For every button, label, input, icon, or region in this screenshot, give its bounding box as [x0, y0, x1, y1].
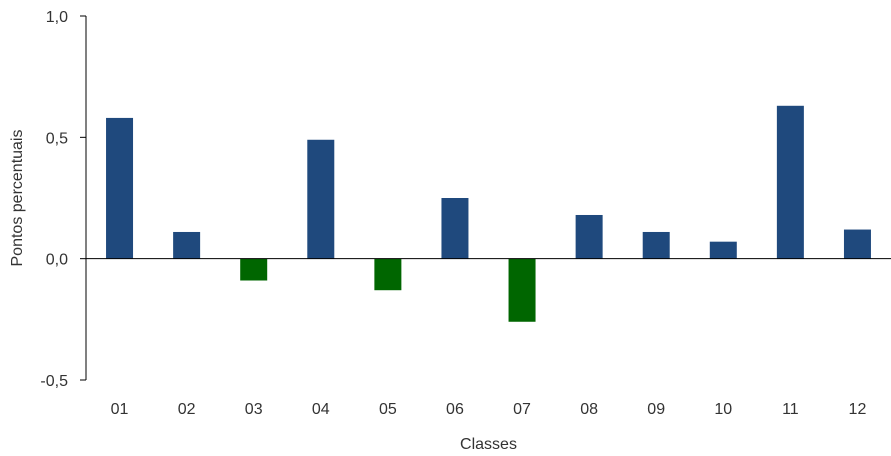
bar-03	[240, 258, 268, 281]
y-tick-label: 0,5	[46, 130, 68, 147]
x-tick-label-11: 11	[782, 401, 799, 418]
bar-04	[307, 139, 335, 259]
bar-07	[508, 258, 536, 322]
x-tick-label-07: 07	[513, 401, 531, 418]
x-axis-tick-labels: 01 02 03 04 05 06 07 08 09 10 11 12	[111, 401, 867, 418]
x-axis-title: Classes	[460, 436, 517, 453]
bar-01	[106, 117, 134, 259]
bar-05	[374, 258, 402, 291]
x-tick-label-03: 03	[245, 401, 263, 418]
bar-08	[575, 214, 603, 259]
x-tick-label-02: 02	[178, 401, 196, 418]
bar-10	[709, 241, 737, 259]
x-tick-label-09: 09	[647, 401, 665, 418]
bar-12	[843, 229, 871, 259]
x-tick-label-12: 12	[849, 401, 867, 418]
x-tick-label-01: 01	[111, 401, 129, 418]
y-axis-title: Pontos percentuais	[9, 130, 26, 267]
bar-06	[441, 198, 469, 259]
y-axis-ticks: 1,0 0,5 0,0 -0,5	[40, 9, 86, 390]
bar-02	[173, 231, 201, 259]
x-tick-label-05: 05	[379, 401, 397, 418]
x-tick-label-08: 08	[580, 401, 598, 418]
y-tick-label: 1,0	[46, 9, 68, 26]
y-tick-label: 0,0	[46, 252, 68, 269]
x-tick-label-04: 04	[312, 401, 330, 418]
bar-09	[642, 231, 670, 259]
bars	[106, 105, 871, 322]
x-tick-label-10: 10	[714, 401, 732, 418]
bar-11	[776, 105, 804, 259]
y-tick-label: -0,5	[40, 373, 68, 390]
x-tick-label-06: 06	[446, 401, 464, 418]
